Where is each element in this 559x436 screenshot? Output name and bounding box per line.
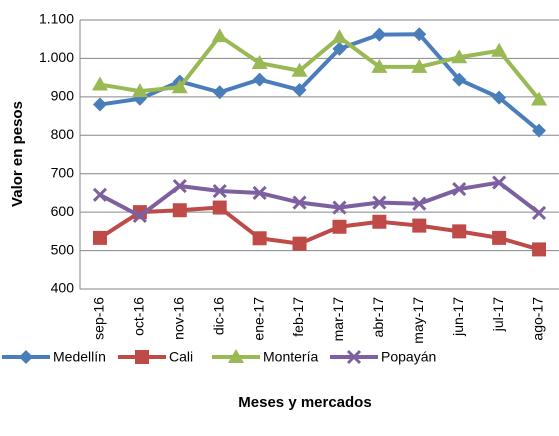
point — [252, 231, 267, 246]
legend-item: Cali — [118, 349, 193, 365]
x-axis-title: Meses y mercados — [238, 394, 371, 411]
point — [531, 205, 547, 220]
point — [532, 123, 547, 138]
x-tick-label: abr-17 — [370, 297, 386, 338]
point — [92, 97, 107, 112]
point — [451, 49, 468, 64]
point — [412, 27, 427, 42]
point — [91, 76, 108, 91]
point — [372, 214, 387, 229]
legend-marker — [19, 350, 33, 364]
legend-label: Medellín — [53, 349, 106, 365]
legend-marker — [135, 350, 149, 364]
point — [372, 195, 387, 210]
y-tick-label: 400 — [51, 280, 75, 296]
point — [411, 58, 428, 73]
y-tick-label: 1.100 — [39, 11, 74, 27]
point — [412, 196, 427, 211]
point — [251, 55, 268, 70]
point — [491, 42, 508, 57]
point — [492, 175, 507, 190]
point — [452, 182, 467, 197]
legend-label: Cali — [169, 349, 193, 365]
point — [371, 58, 388, 73]
point — [92, 230, 107, 245]
legend-item: Montería — [212, 349, 318, 365]
x-tick-label: mar-17 — [330, 297, 346, 342]
y-tick-label: 600 — [51, 203, 75, 219]
series — [92, 175, 547, 224]
line — [99, 32, 541, 133]
point — [212, 183, 227, 199]
y-tick-label: 800 — [51, 126, 75, 142]
point — [332, 200, 347, 215]
legend-label: Popayán — [381, 349, 436, 365]
point — [331, 29, 348, 44]
point — [172, 203, 187, 218]
legend-marker — [346, 349, 362, 365]
point — [492, 230, 507, 245]
point — [132, 208, 147, 224]
legend-item: Medellín — [2, 349, 106, 365]
point — [292, 236, 307, 251]
y-tick-label: 1.000 — [39, 49, 74, 65]
point — [372, 27, 387, 42]
point — [532, 242, 547, 257]
point — [292, 195, 307, 210]
point — [252, 72, 267, 87]
point — [212, 85, 227, 100]
x-tick-label: jun-17 — [450, 297, 466, 337]
line — [99, 34, 541, 101]
series — [91, 28, 548, 106]
line — [98, 205, 540, 252]
point — [452, 72, 467, 87]
point — [292, 82, 307, 97]
point — [291, 62, 308, 77]
point — [332, 41, 347, 56]
x-tick-label: ene-17 — [250, 297, 266, 341]
y-tick-label: 500 — [51, 241, 75, 257]
point — [412, 218, 427, 233]
legend-item: Popayán — [330, 349, 436, 365]
x-tick-label: jul-17 — [490, 297, 506, 332]
point — [131, 83, 148, 98]
y-axis-title: Valor en pesos — [9, 101, 26, 207]
point — [452, 224, 467, 239]
x-tick-label: feb-17 — [290, 297, 306, 337]
x-tick-label: ago-17 — [530, 297, 546, 341]
series — [92, 27, 547, 138]
point — [172, 178, 187, 194]
y-tick-label: 700 — [51, 164, 75, 180]
x-tick-label: oct-16 — [131, 297, 147, 336]
series — [92, 200, 547, 257]
point — [92, 187, 108, 202]
point — [252, 185, 267, 200]
x-tick-label: may-17 — [410, 297, 426, 344]
point — [492, 90, 507, 105]
x-tick-label: nov-16 — [170, 297, 186, 340]
point — [212, 200, 227, 215]
x-tick-label: sep-16 — [91, 297, 107, 340]
legend-marker — [228, 349, 244, 363]
x-tick-label: dic-16 — [210, 297, 226, 335]
y-tick-label: 900 — [51, 88, 75, 104]
legend-label: Montería — [263, 349, 318, 365]
point — [171, 79, 188, 94]
point — [531, 91, 548, 106]
point — [332, 219, 347, 234]
point — [211, 28, 228, 43]
